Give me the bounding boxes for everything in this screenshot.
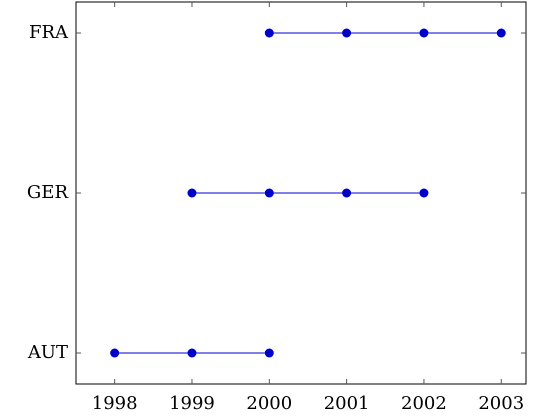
data-point (187, 188, 197, 198)
x-tick-label: 2001 (324, 393, 370, 414)
data-point (342, 28, 352, 38)
data-point (419, 188, 429, 198)
x-tick-label: 1999 (169, 393, 215, 414)
y-tick-label: AUT (27, 342, 68, 363)
data-point (419, 28, 429, 38)
data-point (187, 348, 197, 358)
x-tick-label: 2003 (478, 393, 524, 414)
x-tick-label: 2002 (401, 393, 447, 414)
y-tick-label: FRA (29, 22, 69, 43)
x-tick-label: 1998 (92, 393, 138, 414)
data-point (496, 28, 506, 38)
data-point (264, 188, 274, 198)
data-point (110, 348, 120, 358)
x-tick-label: 2000 (246, 393, 292, 414)
data-point (342, 188, 352, 198)
data-point (264, 28, 274, 38)
data-point (264, 348, 274, 358)
y-tick-label: GER (27, 182, 69, 203)
